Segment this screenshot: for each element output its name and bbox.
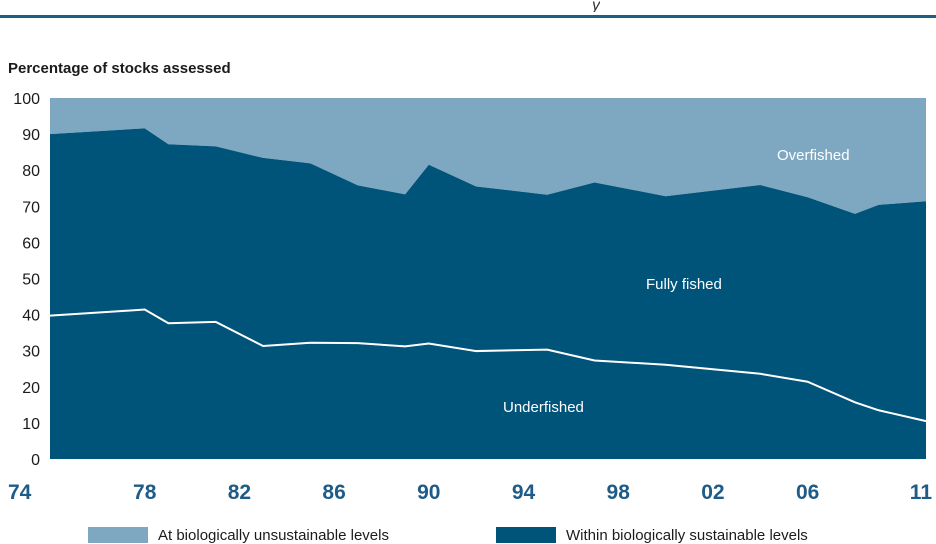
y-axis-title: Percentage of stocks assessed: [8, 60, 231, 77]
x-tick-label: 06: [796, 481, 819, 504]
legend-swatch-sustainable: [496, 527, 556, 543]
legend-swatch-unsustainable: [88, 527, 148, 543]
region-label-underfished: Underfished: [503, 399, 584, 416]
y-tick-label: 50: [22, 272, 40, 289]
y-tick-label: 80: [22, 163, 40, 180]
y-tick-label: 30: [22, 344, 40, 361]
x-axis-labels: 74 78 82 86 90 94 98 02 06 11: [8, 481, 932, 504]
x-tick-label: 11: [910, 481, 933, 504]
x-tick-label: 98: [607, 481, 631, 504]
x-tick-label: 82: [228, 481, 251, 504]
x-tick-label: 02: [701, 481, 724, 504]
region-labels: Overfished Fully fished Underfished: [503, 147, 850, 416]
underfished-boundary-line: [49, 308, 927, 423]
y-tick-label: 70: [22, 199, 40, 216]
header-cut-text: y: [592, 0, 600, 12]
y-tick-label: 0: [31, 452, 40, 469]
y-tick-label: 10: [22, 416, 40, 433]
fully-fished-area: [50, 128, 926, 459]
legend-item-unsustainable: At biologically unsustainable levels: [88, 526, 389, 544]
chart-areas: [49, 98, 927, 459]
y-tick-label: 20: [22, 380, 40, 397]
region-label-fully-fished: Fully fished: [646, 276, 722, 293]
region-label-overfished: Overfished: [777, 147, 850, 164]
legend-label-unsustainable: At biologically unsustainable levels: [158, 526, 389, 544]
legend-label-sustainable: Within biologically sustainable levels: [566, 526, 808, 544]
y-tick-label: 40: [22, 308, 40, 325]
x-tick-label: 94: [512, 481, 536, 504]
overfished-area: [50, 98, 926, 214]
header-rule: [0, 15, 936, 18]
y-tick-label: 100: [13, 91, 40, 108]
x-tick-label: 74: [8, 481, 32, 504]
x-tick-label: 86: [322, 481, 345, 504]
legend-item-sustainable: Within biologically sustainable levels: [496, 526, 808, 544]
x-tick-label: 90: [417, 481, 440, 504]
y-tick-label: 60: [22, 235, 40, 252]
x-tick-label: 78: [133, 481, 157, 504]
y-axis-labels: 0 10 20 30 40 50 60 70 80 90 100: [13, 91, 40, 469]
y-tick-label: 90: [22, 127, 40, 144]
